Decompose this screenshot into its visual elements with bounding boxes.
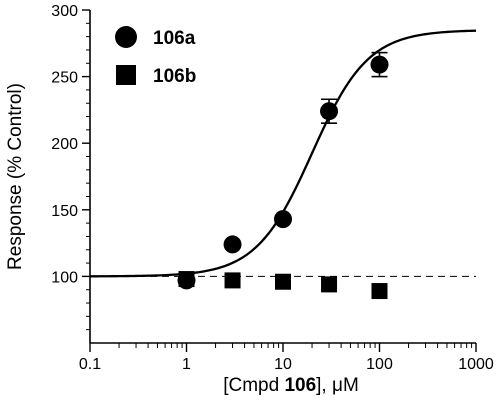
x-axis-title: [Cmpd 106], μM xyxy=(223,375,359,396)
legend-marker-106a xyxy=(115,26,137,48)
x-tick-label: 1000 xyxy=(458,356,494,373)
axes: 100 150 200 250 300 0.1 1 10 100 1000 xyxy=(51,3,494,373)
point-106a xyxy=(274,210,292,229)
fit-curve-106a xyxy=(90,29,477,278)
point-106b xyxy=(224,272,241,289)
x-tick-label: 1 xyxy=(182,356,191,373)
x-tick-label: 100 xyxy=(366,356,393,373)
legend-label-106a: 106a xyxy=(153,28,196,49)
y-tick-label: 100 xyxy=(51,269,78,286)
x-tick-label: 0.1 xyxy=(79,356,101,373)
legend: 106a 106b xyxy=(115,26,196,87)
y-axis-title: Response (% Control) xyxy=(5,83,26,270)
point-106b xyxy=(371,283,388,300)
y-tick-label: 200 xyxy=(51,136,78,153)
data-marks xyxy=(177,51,389,300)
legend-marker-106b xyxy=(116,65,136,85)
point-106a xyxy=(223,235,242,254)
legend-label-106b: 106b xyxy=(153,66,196,87)
y-tick-label: 300 xyxy=(51,3,78,20)
point-106a xyxy=(370,55,389,74)
y-tick-label: 150 xyxy=(51,203,78,220)
point-106a xyxy=(320,102,339,121)
point-106b xyxy=(178,271,195,288)
x-tick-label: 10 xyxy=(274,356,292,373)
y-tick-label: 250 xyxy=(51,70,78,87)
point-106b xyxy=(275,273,291,290)
point-106b xyxy=(321,276,338,293)
